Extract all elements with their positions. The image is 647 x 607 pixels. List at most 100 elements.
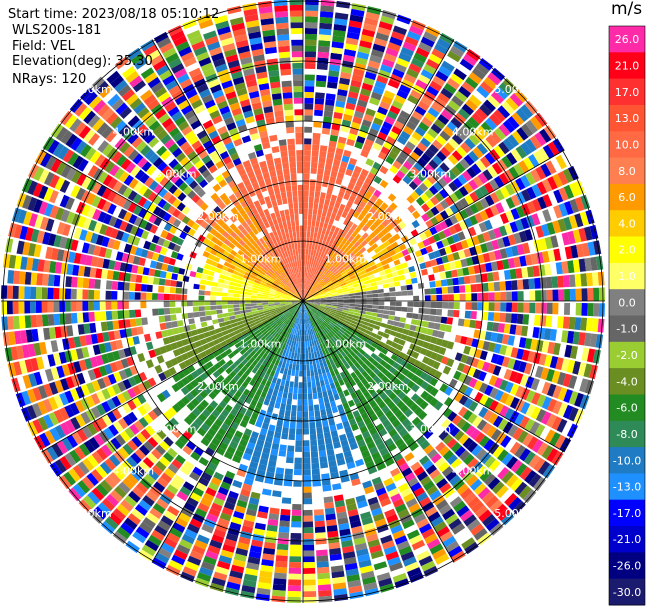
velocity-gate bbox=[409, 534, 423, 546]
velocity-gate bbox=[203, 67, 216, 78]
velocity-gate bbox=[134, 292, 141, 300]
velocity-gate bbox=[343, 149, 352, 158]
velocity-gate bbox=[349, 591, 364, 600]
velocity-gate bbox=[419, 425, 430, 435]
velocity-gate bbox=[296, 161, 303, 168]
velocity-gate bbox=[319, 258, 325, 265]
velocity-gate bbox=[369, 446, 379, 455]
velocity-gate bbox=[332, 239, 338, 246]
velocity-gate bbox=[314, 314, 319, 320]
velocity-gate bbox=[172, 522, 186, 533]
velocity-gate bbox=[207, 240, 216, 249]
velocity-gate bbox=[338, 136, 347, 144]
velocity-gate bbox=[413, 161, 424, 172]
velocity-gate bbox=[537, 147, 550, 162]
velocity-gate bbox=[259, 270, 266, 276]
velocity-gate bbox=[19, 225, 29, 240]
velocity-gate bbox=[342, 289, 349, 293]
velocity-gate bbox=[574, 273, 582, 287]
velocity-gate bbox=[387, 400, 396, 410]
velocity-gate bbox=[323, 204, 329, 212]
velocity-gate bbox=[448, 545, 463, 558]
velocity-gate bbox=[189, 492, 202, 503]
velocity-gate bbox=[584, 226, 593, 241]
velocity-gate bbox=[231, 322, 238, 328]
velocity-gate bbox=[253, 220, 260, 228]
velocity-gate bbox=[505, 183, 516, 196]
velocity-gate bbox=[216, 383, 225, 391]
velocity-gate bbox=[112, 271, 120, 281]
velocity-gate bbox=[314, 197, 320, 204]
velocity-gate bbox=[231, 516, 243, 525]
velocity-gate bbox=[222, 250, 230, 257]
velocity-gate bbox=[1, 316, 9, 331]
velocity-gate bbox=[413, 52, 427, 63]
velocity-gate bbox=[304, 86, 315, 93]
velocity-gate bbox=[121, 252, 130, 263]
velocity-gate bbox=[24, 315, 32, 329]
velocity-gate bbox=[90, 469, 104, 483]
velocity-gate bbox=[464, 541, 479, 555]
velocity-gate bbox=[53, 394, 64, 408]
velocity-gate bbox=[382, 419, 391, 428]
velocity-gate bbox=[389, 292, 396, 297]
velocity-gate bbox=[515, 108, 529, 122]
velocity-gate bbox=[215, 160, 225, 169]
velocity-gate bbox=[325, 443, 334, 451]
velocity-gate bbox=[234, 266, 241, 273]
velocity-gate bbox=[68, 468, 81, 483]
velocity-gate bbox=[137, 106, 150, 119]
velocity-gate bbox=[300, 318, 302, 325]
velocity-gate bbox=[336, 142, 346, 150]
velocity-gate bbox=[290, 237, 294, 245]
velocity-gate bbox=[262, 306, 269, 310]
velocity-gate bbox=[285, 362, 290, 370]
velocity-gate bbox=[303, 306, 305, 313]
velocity-gate bbox=[303, 475, 312, 481]
velocity-gate bbox=[402, 267, 410, 274]
velocity-gate bbox=[316, 350, 321, 358]
velocity-gate bbox=[323, 110, 333, 118]
velocity-gate bbox=[318, 595, 333, 603]
velocity-gate bbox=[212, 244, 221, 251]
velocity-gate bbox=[248, 90, 260, 99]
velocity-gate bbox=[303, 411, 309, 418]
velocity-gate bbox=[294, 260, 298, 267]
velocity-gate bbox=[257, 463, 267, 472]
velocity-gate bbox=[134, 57, 148, 70]
velocity-gate bbox=[186, 373, 195, 383]
velocity-gate bbox=[366, 246, 374, 254]
velocity-gate bbox=[284, 277, 290, 283]
velocity-gate bbox=[236, 276, 244, 281]
velocity-gate bbox=[196, 328, 204, 335]
velocity-gate bbox=[69, 388, 80, 401]
velocity-gate bbox=[256, 301, 263, 304]
velocity-gate bbox=[275, 560, 288, 568]
velocity-gate bbox=[171, 459, 183, 470]
velocity-gate bbox=[91, 181, 102, 194]
velocity-gate bbox=[432, 494, 445, 506]
velocity-gate bbox=[210, 192, 219, 202]
velocity-gate bbox=[259, 130, 268, 138]
velocity-gate bbox=[498, 123, 511, 137]
velocity-gate bbox=[132, 385, 142, 396]
velocity-gate bbox=[414, 186, 424, 197]
velocity-gate bbox=[501, 155, 513, 169]
velocity-gate bbox=[578, 258, 586, 272]
velocity-gate bbox=[339, 268, 346, 274]
velocity-gate bbox=[286, 305, 293, 308]
velocity-gate bbox=[8, 254, 17, 269]
velocity-gate bbox=[209, 400, 219, 409]
velocity-gate bbox=[357, 500, 368, 509]
velocity-gate bbox=[242, 519, 255, 528]
velocity-gate bbox=[277, 276, 283, 282]
velocity-gate bbox=[163, 180, 174, 191]
velocity-gate bbox=[34, 214, 44, 229]
velocity-gate bbox=[292, 279, 296, 286]
velocity-gate bbox=[394, 94, 406, 105]
velocity-gate bbox=[351, 230, 358, 238]
velocity-gate bbox=[516, 244, 525, 256]
velocity-gate bbox=[142, 267, 150, 276]
velocity-gate bbox=[140, 230, 150, 240]
velocity-gate bbox=[203, 30, 217, 40]
